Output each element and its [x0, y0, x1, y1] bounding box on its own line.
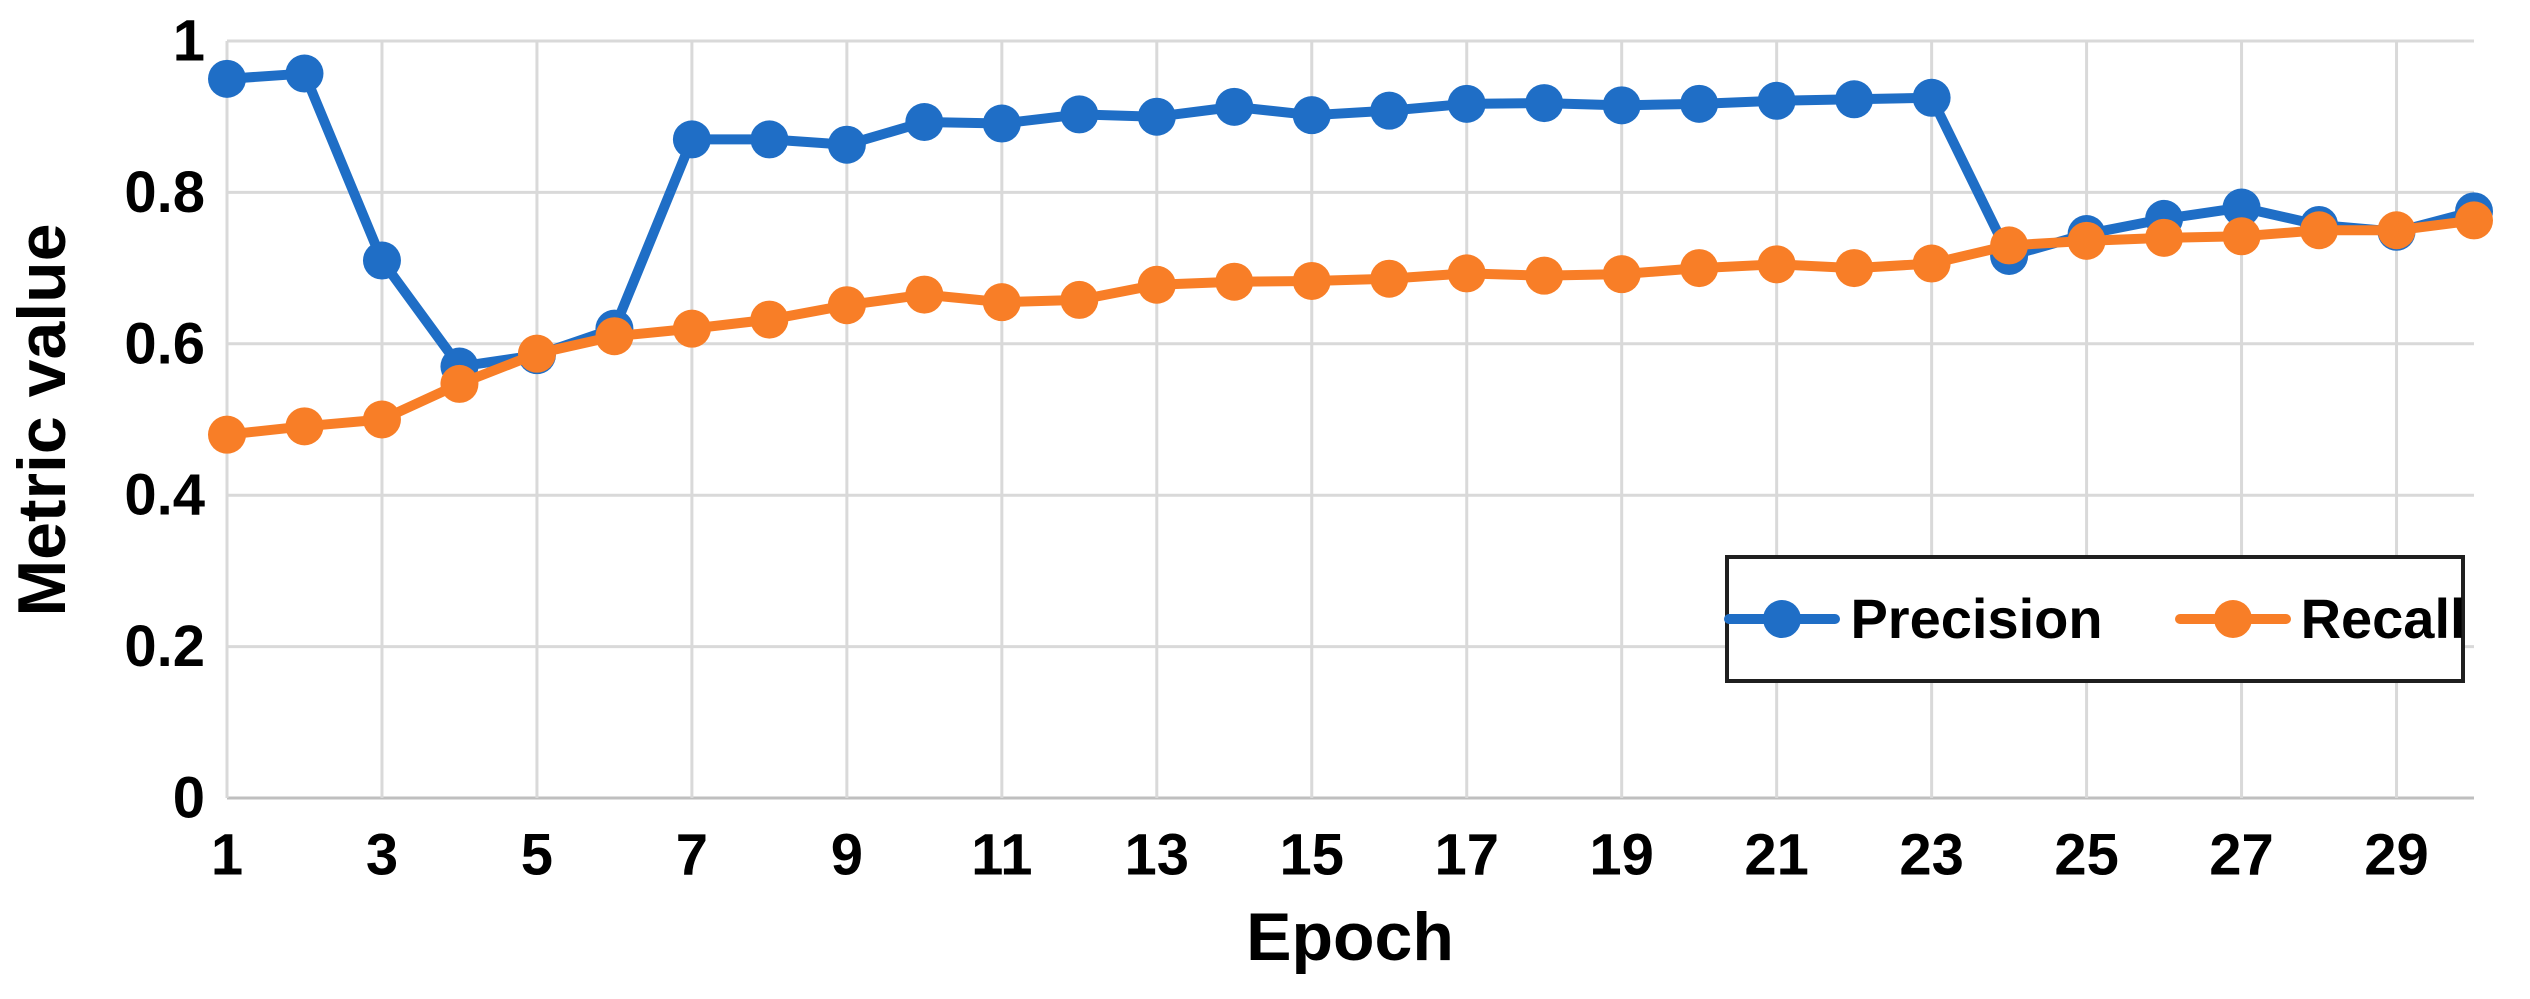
recall-marker [1292, 261, 1331, 300]
recall-marker [595, 317, 634, 356]
x-tick-label: 17 [1434, 823, 1499, 888]
y-tick-label: 0.8 [124, 160, 205, 225]
x-tick-label: 23 [1899, 823, 1964, 888]
recall-marker [750, 300, 789, 339]
recall-marker [285, 407, 324, 446]
recall-marker [2067, 221, 2106, 260]
x-tick-label: 25 [2054, 823, 2119, 888]
recall-marker [2455, 201, 2493, 240]
x-tick-label: 29 [2364, 823, 2429, 888]
recall-marker [517, 334, 556, 373]
precision-marker [1525, 84, 1564, 123]
legend-item-precision: Precision [1724, 587, 2103, 650]
precision-marker [285, 54, 324, 93]
recall-marker [1525, 256, 1564, 295]
recall-marker [982, 283, 1021, 322]
precision-marker [1680, 84, 1719, 123]
recall-marker [1990, 226, 2029, 265]
x-tick-label: 9 [831, 823, 863, 888]
recall-marker [1137, 265, 1176, 304]
precision-marker [2222, 188, 2261, 227]
recall-marker [1060, 280, 1099, 319]
precision-marker [208, 59, 246, 98]
recall-marker [362, 400, 401, 439]
recall-marker [2300, 211, 2339, 250]
x-tick-label: 11 [971, 823, 1032, 888]
recall-legend-marker-icon [2174, 600, 2291, 638]
recall-marker [1215, 262, 1254, 301]
recall-marker [2377, 211, 2416, 250]
x-tick-label: 5 [521, 823, 553, 888]
y-axis-title: Metric value [4, 223, 80, 617]
precision-marker [1835, 80, 1874, 119]
y-tick-label: 1 [173, 9, 205, 74]
recall-marker [1757, 245, 1796, 284]
precision-marker [827, 125, 866, 164]
recall-marker [672, 309, 711, 348]
y-tick-label: 0.4 [124, 463, 205, 528]
recall-marker [1912, 244, 1951, 283]
precision-marker [1912, 78, 1951, 117]
recall-marker [827, 286, 866, 325]
y-tick-label: 0.6 [124, 311, 205, 376]
precision-legend-label: Precision [1850, 587, 2103, 650]
precision-marker [1292, 96, 1331, 135]
y-tick-label: 0.2 [124, 614, 205, 679]
recall-marker [905, 275, 944, 314]
x-tick-label: 1 [211, 823, 243, 888]
x-tick-label: 3 [366, 823, 398, 888]
x-axis-title: Epoch [1246, 899, 1454, 975]
recall-line [222, 215, 2479, 440]
recall-marker [440, 364, 479, 403]
x-tick-label: 13 [1125, 823, 1190, 888]
recall-marker [1447, 254, 1486, 293]
legend: Precision Recall [1724, 555, 2466, 683]
recall-marker [1680, 249, 1719, 288]
recall-marker [1602, 255, 1641, 294]
precision-marker [1757, 81, 1796, 120]
precision-marker [1137, 97, 1176, 136]
precision-marker [982, 104, 1021, 143]
legend-item-recall: Recall [2174, 587, 2466, 650]
recall-legend-label: Recall [2300, 587, 2466, 650]
precision-marker [1602, 86, 1641, 125]
x-tick-label: 27 [2209, 823, 2274, 888]
recall-marker [1835, 249, 1874, 288]
recall-marker [2222, 217, 2261, 256]
recall-marker [1370, 259, 1409, 298]
precision-marker [1447, 84, 1486, 123]
precision-marker [362, 241, 401, 280]
precision-marker [1060, 95, 1099, 134]
precision-marker [1370, 91, 1409, 130]
precision-marker [672, 120, 711, 159]
precision-legend-marker-icon [1724, 600, 1841, 638]
recall-marker [208, 415, 246, 454]
precision-line [222, 68, 2479, 372]
x-tick-label: 19 [1589, 823, 1654, 888]
precision-marker [1215, 87, 1254, 126]
y-tick-label: 0 [173, 766, 205, 831]
x-tick-label: 7 [676, 823, 708, 888]
precision-marker [905, 102, 944, 141]
precision-marker [750, 120, 789, 159]
x-tick-label: 15 [1280, 823, 1345, 888]
x-tick-label: 21 [1744, 823, 1809, 888]
recall-marker [2145, 218, 2184, 257]
